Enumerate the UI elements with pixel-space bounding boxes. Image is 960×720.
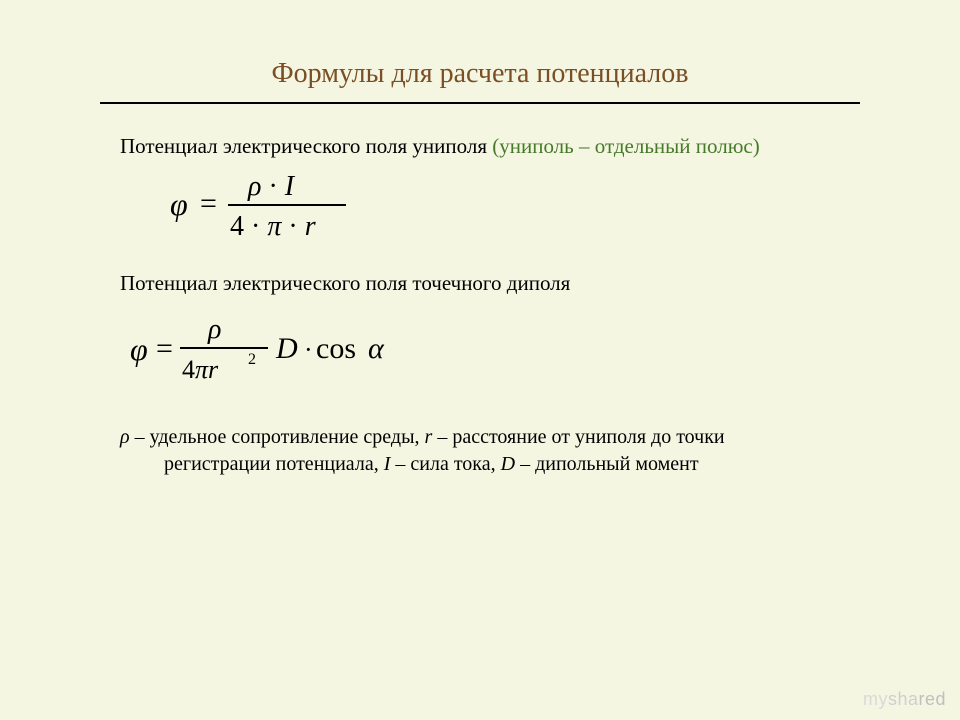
formula2-alpha: α: [368, 332, 385, 365]
formula2-exp: 2: [248, 351, 256, 368]
formula1-num: ρ · I: [247, 171, 296, 202]
unipole-intro: Потенциал электрического поля униполя (у…: [120, 134, 860, 159]
def-D: D: [501, 453, 515, 475]
formula2-eq: =: [156, 332, 173, 365]
formula2-phi: φ: [130, 331, 148, 367]
formula-unipole: φ = ρ · I 4 · π · r: [170, 167, 860, 245]
def-text-5: – дипольный момент: [515, 453, 699, 475]
slide-title: Формулы для расчета потенциалов: [60, 58, 900, 90]
title-underline: [100, 102, 860, 104]
watermark-sha: sha: [888, 689, 919, 709]
watermark-red: red: [918, 689, 946, 709]
formula2-dot: ·: [304, 335, 313, 364]
watermark-my: my: [863, 689, 888, 709]
formula2-D: D: [275, 332, 298, 365]
dipole-intro: Потенциал электрического поля точечного …: [120, 271, 860, 296]
unipole-intro-text: Потенциал электрического поля униполя: [120, 134, 492, 158]
formula2-cos: cos: [316, 332, 356, 365]
def-text-2: – расстояние от униполя до точки: [432, 426, 724, 448]
formula1-den: 4 · π · r: [230, 211, 316, 242]
def-text-4: – сила тока,: [390, 453, 500, 475]
def-text-1: – удельное сопротивление среды,: [130, 426, 425, 448]
formula-dipole: φ = ρ 4πr 2 D · cos α: [130, 310, 860, 390]
unipole-intro-note: (униполь – отдельный полюс): [492, 134, 759, 158]
def-text-3: регистрации потенциала,: [164, 453, 384, 475]
formula2-den: 4πr: [182, 355, 219, 384]
formula1-phi: φ: [170, 186, 188, 222]
content-body: Потенциал электрического поля униполя (у…: [60, 134, 900, 478]
formula1-eq: =: [200, 187, 217, 220]
def-rho: ρ: [120, 426, 130, 448]
formula2-num: ρ: [207, 314, 221, 345]
watermark: myshared: [863, 689, 946, 710]
slide: Формулы для расчета потенциалов Потенциа…: [0, 0, 960, 720]
definitions: ρ – удельное сопротивление среды, r – ра…: [120, 424, 860, 478]
